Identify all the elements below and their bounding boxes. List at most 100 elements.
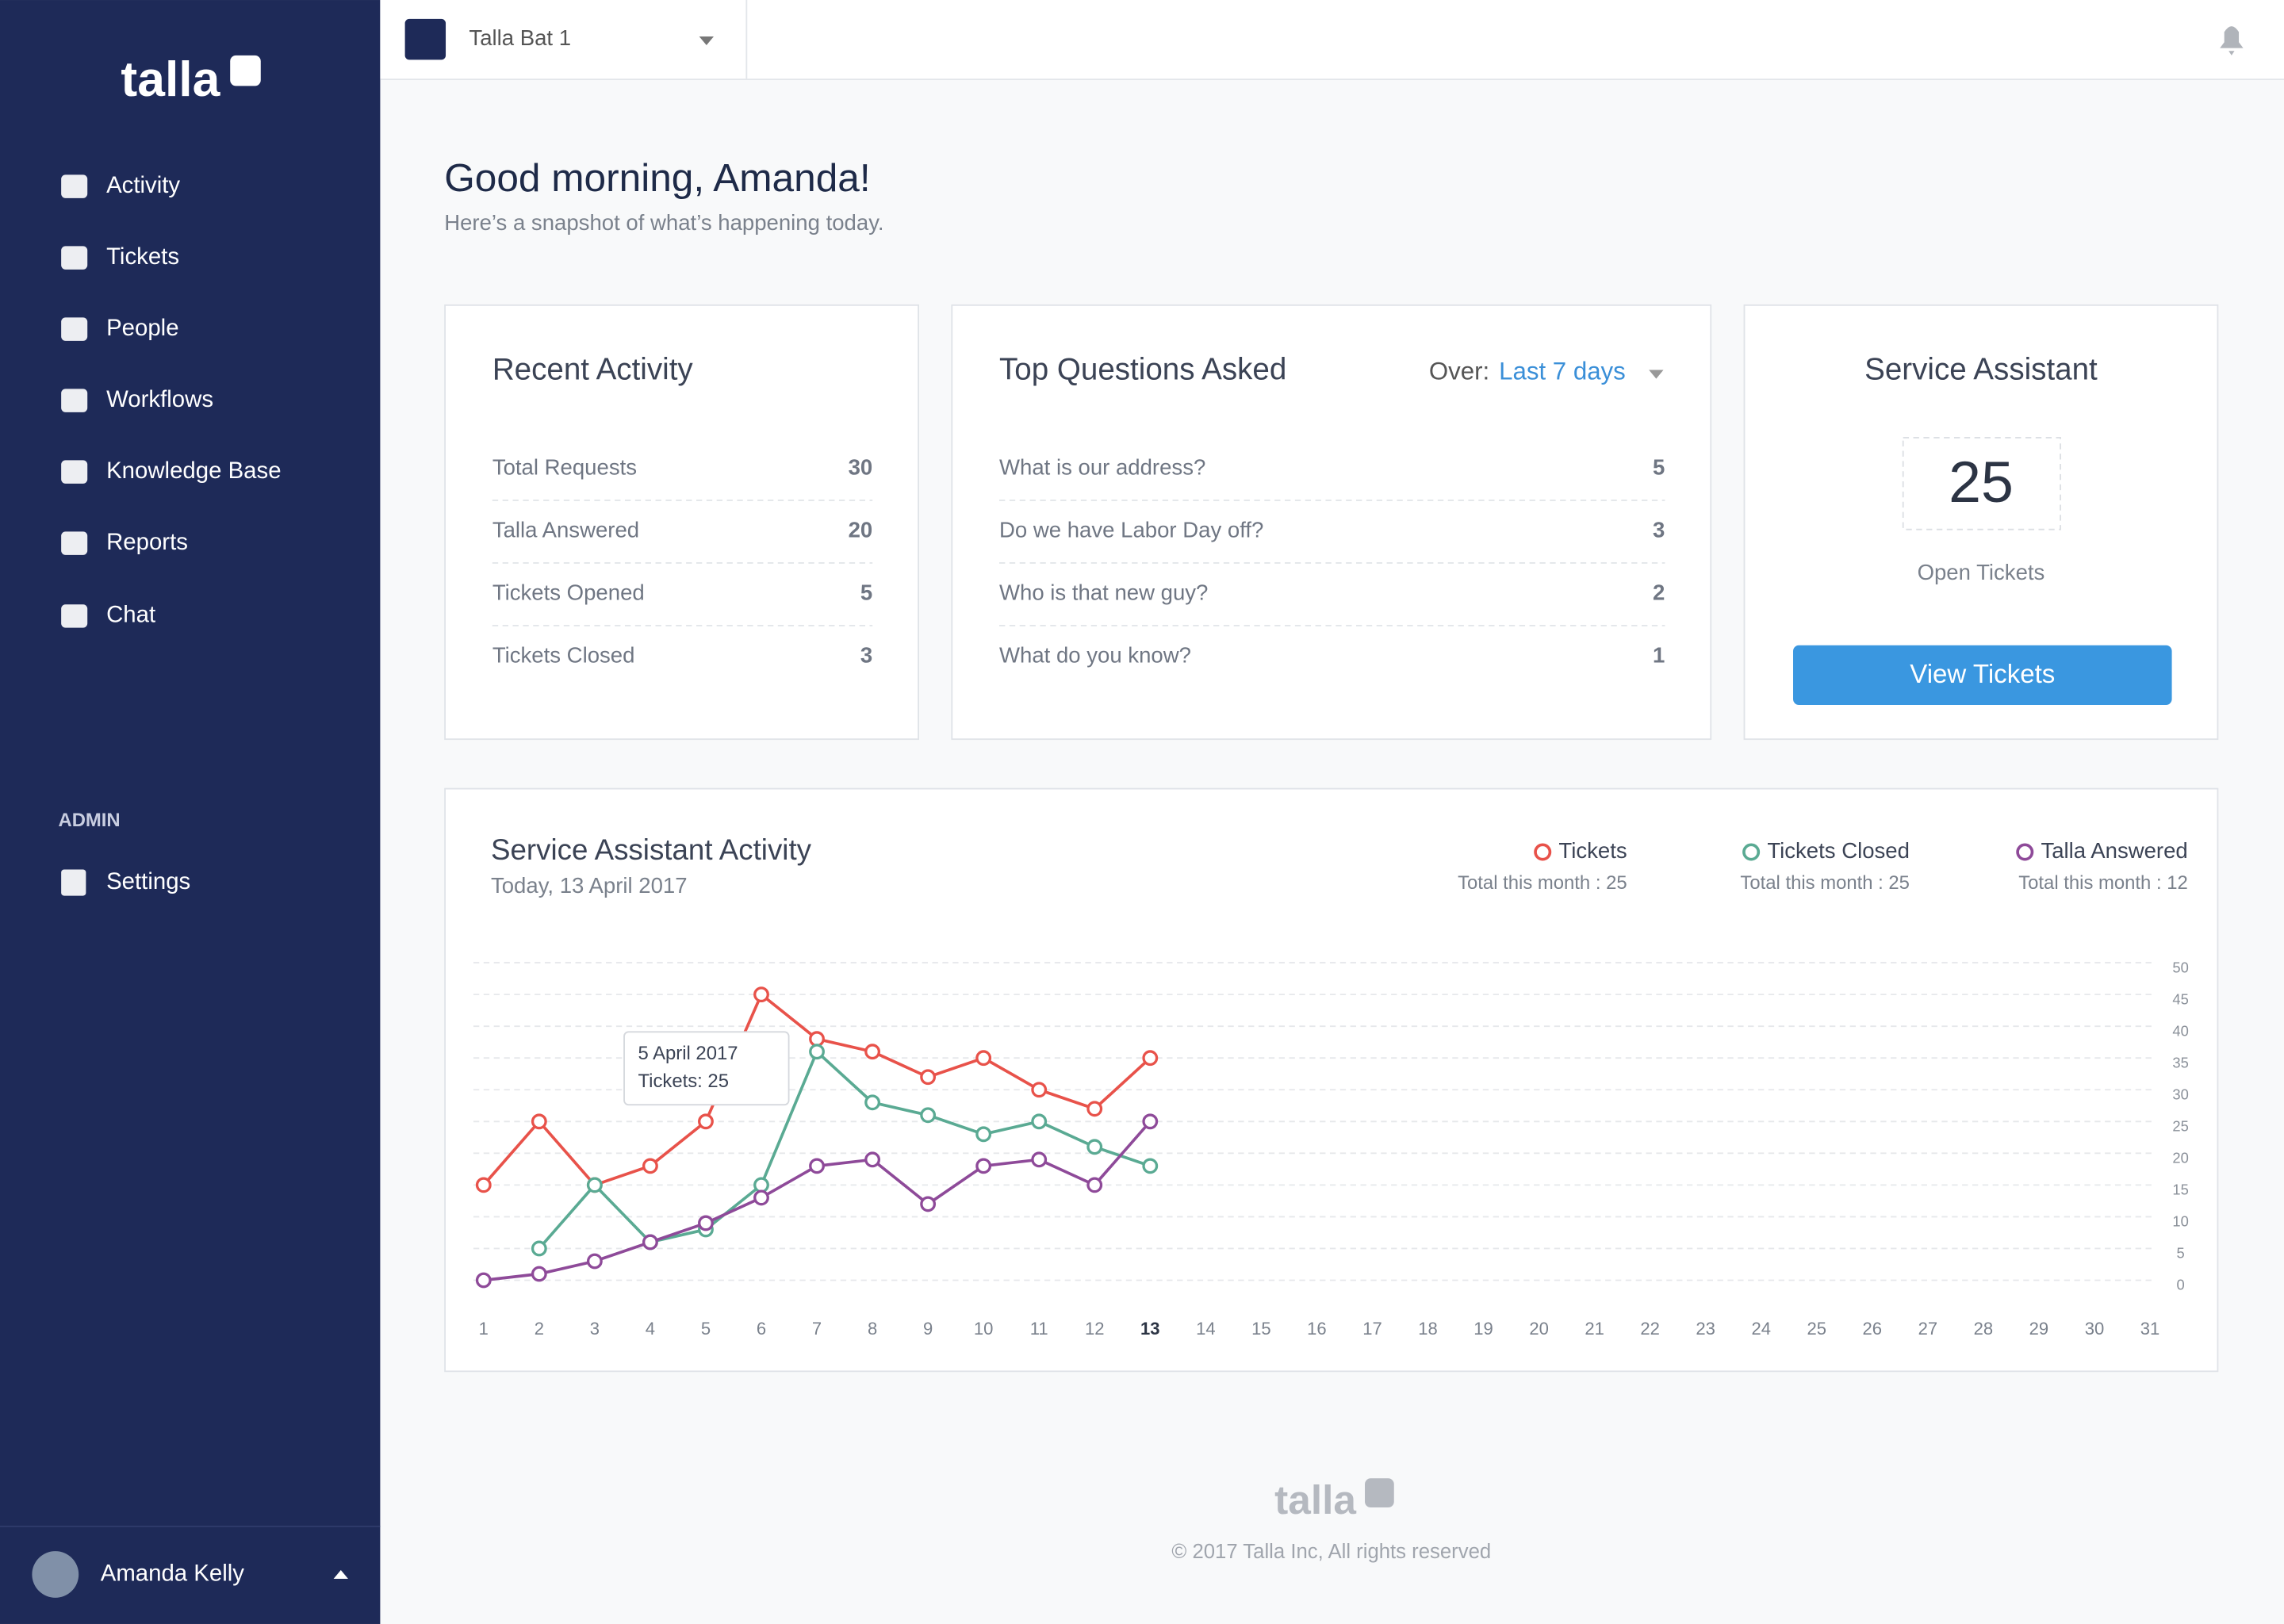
data-point[interactable] — [975, 1050, 992, 1067]
filter-value[interactable]: Last 7 days — [1499, 357, 1626, 385]
avatar[interactable] — [32, 1551, 79, 1598]
nav-icon[interactable] — [61, 869, 86, 896]
x-tick-label: 18 — [1418, 1319, 1438, 1339]
nav-item[interactable]: Settings — [106, 868, 190, 894]
x-tick-label: 17 — [1362, 1319, 1382, 1339]
data-point[interactable] — [586, 1253, 603, 1270]
filter-caret[interactable] — [1649, 370, 1664, 379]
nav-icon[interactable] — [61, 317, 88, 341]
tooltip-text: Tickets: 25 — [638, 1071, 728, 1092]
x-tick-label: 2 — [535, 1319, 544, 1339]
row-label: Do we have Labor Day off? — [999, 518, 1263, 542]
data-point[interactable] — [1086, 1139, 1103, 1155]
data-point[interactable] — [1031, 1113, 1048, 1130]
y-tick-label: 20 — [2172, 1150, 2188, 1166]
data-point[interactable] — [475, 1272, 492, 1289]
x-tick-label: 11 — [1030, 1319, 1048, 1339]
data-point[interactable] — [1142, 1113, 1159, 1130]
legend-marker — [2016, 843, 2034, 861]
data-point[interactable] — [1086, 1177, 1103, 1193]
x-tick-label: 29 — [2029, 1319, 2049, 1339]
data-point[interactable] — [531, 1240, 547, 1257]
copyright: © 2017 Talla Inc, All rights reserved — [1171, 1541, 1491, 1563]
x-tick-label: 23 — [1696, 1319, 1715, 1339]
data-point[interactable] — [1142, 1158, 1159, 1174]
data-point[interactable] — [1031, 1082, 1048, 1098]
view-tickets-button[interactable] — [1793, 645, 2172, 705]
y-tick-label: 15 — [2172, 1182, 2188, 1198]
data-point[interactable] — [753, 986, 769, 1003]
workspace-name[interactable]: Talla Bat 1 — [469, 25, 571, 50]
nav-item[interactable]: Tickets — [106, 243, 179, 270]
top-questions-card — [951, 304, 1712, 741]
data-point[interactable] — [642, 1158, 658, 1174]
button-label[interactable]: View Tickets — [1910, 660, 2055, 689]
nav-item[interactable]: Chat — [106, 602, 155, 628]
footer-logo: talla — [1274, 1477, 1356, 1522]
notifications[interactable] — [2220, 26, 2244, 56]
workspace-caret[interactable] — [699, 36, 714, 45]
data-point[interactable] — [975, 1158, 992, 1174]
nav-item[interactable]: Activity — [106, 172, 180, 198]
data-point[interactable] — [920, 1107, 937, 1124]
y-tick-label: 50 — [2172, 959, 2188, 975]
row-value: 3 — [1653, 518, 1665, 542]
y-tick-label: 30 — [2172, 1086, 2188, 1102]
data-point[interactable] — [864, 1151, 881, 1168]
data-point[interactable] — [753, 1189, 769, 1206]
nav-icon[interactable] — [61, 460, 88, 484]
data-point[interactable] — [531, 1113, 547, 1130]
y-tick-label: 10 — [2172, 1213, 2188, 1230]
data-point[interactable] — [531, 1266, 547, 1282]
nav-icon[interactable] — [61, 604, 88, 628]
data-point[interactable] — [1142, 1050, 1159, 1067]
x-tick-label: 12 — [1085, 1319, 1105, 1339]
x-tick-label: 28 — [1974, 1319, 1994, 1339]
row-value: 5 — [860, 580, 872, 605]
data-point[interactable] — [475, 1177, 492, 1193]
sidebar — [0, 0, 381, 1624]
filter-label: Over: — [1429, 357, 1489, 385]
data-point[interactable] — [920, 1069, 937, 1086]
legend-label: Tickets Closed — [1767, 838, 1910, 863]
data-point[interactable] — [1031, 1151, 1048, 1168]
user-caret[interactable] — [333, 1570, 348, 1580]
nav-item[interactable]: People — [106, 315, 178, 341]
nav-icon[interactable] — [61, 246, 88, 270]
user-name[interactable]: Amanda Kelly — [101, 1560, 245, 1586]
nav-item[interactable]: Workflows — [106, 386, 213, 412]
data-point[interactable] — [642, 1234, 658, 1251]
y-tick-label: 0 — [2176, 1277, 2184, 1293]
data-point[interactable] — [920, 1196, 937, 1212]
data-point[interactable] — [586, 1177, 603, 1193]
data-point[interactable] — [975, 1126, 992, 1143]
row-label: Who is that new guy? — [999, 580, 1208, 605]
nav-item[interactable]: Knowledge Base — [106, 458, 281, 484]
y-tick-label: 35 — [2172, 1054, 2188, 1071]
data-point[interactable] — [809, 1158, 825, 1174]
data-point[interactable] — [698, 1113, 714, 1130]
logo-icon — [230, 55, 261, 86]
nav-item[interactable]: Reports — [106, 529, 188, 555]
data-point[interactable] — [1086, 1101, 1103, 1117]
data-point[interactable] — [864, 1094, 881, 1111]
data-point[interactable] — [809, 1044, 825, 1060]
open-tickets-value: 25 — [1949, 449, 2014, 515]
x-tick-label: 16 — [1307, 1319, 1327, 1339]
x-tick-label: 7 — [812, 1319, 822, 1339]
nav-icon[interactable] — [61, 174, 88, 198]
legend-total: Total this month : 12 — [2018, 872, 2188, 894]
chart-subtitle: Today, 13 April 2017 — [491, 873, 688, 898]
data-point[interactable] — [809, 1031, 825, 1048]
y-tick-label: 40 — [2172, 1022, 2188, 1039]
x-tick-label: 8 — [868, 1319, 877, 1339]
nav-icon[interactable] — [61, 531, 88, 555]
data-point[interactable] — [698, 1215, 714, 1231]
card-title: Service Assistant — [1864, 353, 2098, 387]
data-point[interactable] — [864, 1044, 881, 1060]
series-line — [538, 1049, 1151, 1250]
data-point[interactable] — [753, 1177, 769, 1193]
legend-total: Total this month : 25 — [1458, 872, 1627, 894]
admin-heading: ADMIN — [58, 810, 120, 831]
nav-icon[interactable] — [61, 389, 88, 412]
